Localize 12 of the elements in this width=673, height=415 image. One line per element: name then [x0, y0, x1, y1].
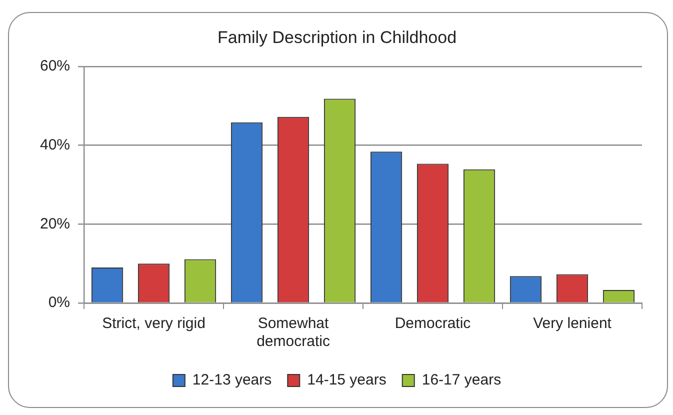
chart-title: Family Description in Childhood — [217, 28, 457, 47]
x-tick-label: Democratic — [394, 315, 472, 332]
y-tick-label: 0% — [48, 294, 70, 312]
x-tick-label: Somewhat democratic — [256, 315, 330, 350]
y-tick-label: 60% — [40, 58, 70, 75]
y-tick-label: 40% — [40, 136, 70, 154]
x-tick-label: Very lenient — [533, 315, 612, 332]
x-tick-label: Strict, very rigid — [102, 315, 206, 332]
legend-label: 16-17 years — [422, 372, 502, 389]
y-tick-label: 20% — [40, 215, 70, 232]
legend-label: 14-15 years — [307, 372, 386, 389]
legend-label: 12-13 years — [192, 372, 272, 389]
